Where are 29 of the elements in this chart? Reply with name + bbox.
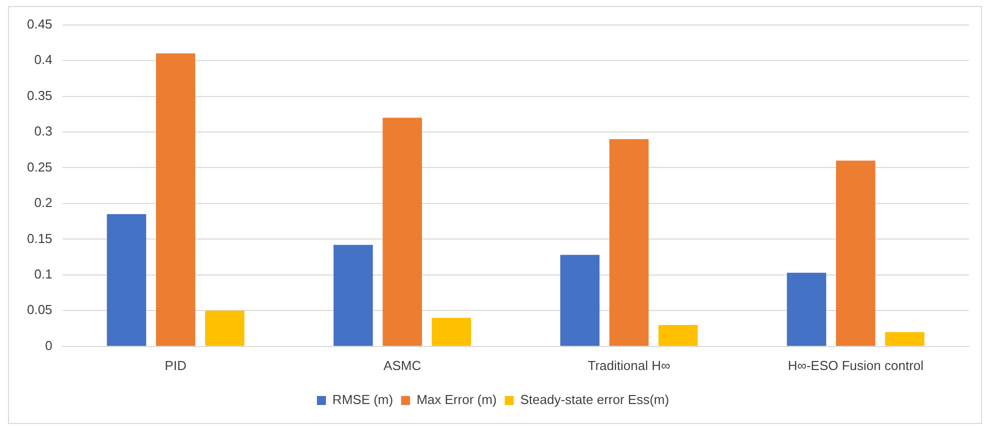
x-tick-label: H∞-ESO Fusion control [788,358,924,373]
x-tick-label: ASMC [384,358,422,373]
y-tick-label: 0.3 [34,124,52,139]
bar [106,214,146,346]
bar [382,118,422,346]
bar [432,318,472,346]
y-tick-label: 0.35 [26,88,52,103]
y-tick-label: 0.15 [26,230,52,246]
bar [609,139,649,346]
legend-label: Steady-state error Ess(m) [520,392,670,408]
y-tick-label: 0.1 [34,266,52,282]
y-tick-label: 0.45 [26,16,52,32]
bar [658,324,698,346]
y-tick-label: 0.2 [34,195,52,210]
bar [885,332,924,346]
x-tick-label: Traditional H∞ [588,358,670,373]
bar [560,254,600,346]
y-tick-label: 0.25 [26,159,52,174]
bar [836,160,876,346]
bar [156,53,196,346]
y-tick-label: 0 [45,338,52,353]
y-tick-label: 0.4 [34,52,52,68]
y-tick-label: 0.05 [26,302,52,318]
legend-label: RMSE (m) [332,392,394,408]
bar [334,244,373,346]
bar [205,310,244,346]
x-tick-label: PID [164,358,186,373]
bar [786,272,826,346]
legend-label: Max Error (m) [416,392,497,408]
